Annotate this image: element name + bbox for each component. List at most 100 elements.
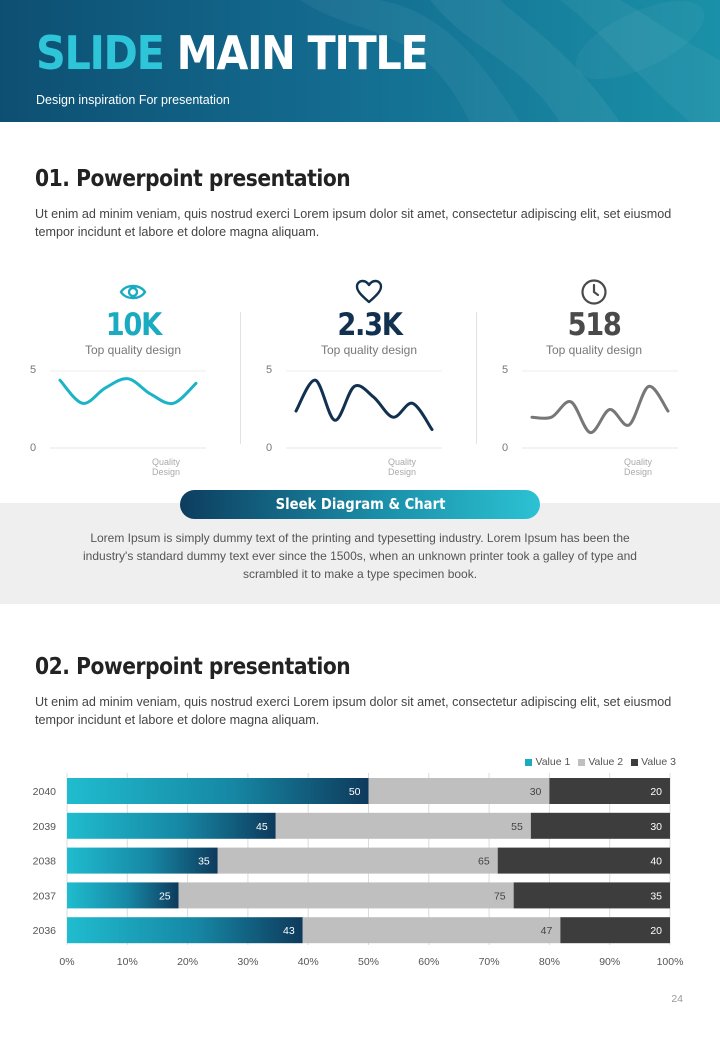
bar-segment xyxy=(302,917,561,944)
stat-label: Top quality design xyxy=(545,343,643,357)
sparkline-caption: Quality Design xyxy=(624,457,653,477)
band-pill-label: Sleek Diagram & Chart xyxy=(275,495,445,513)
stat-card-2: 2.3K Top quality design xyxy=(249,276,489,357)
sparkline-axis-max: 5 xyxy=(30,364,37,376)
sparkline-axis-min: 0 xyxy=(266,442,273,454)
legend-swatch xyxy=(631,758,639,766)
x-tick-label: 20% xyxy=(177,956,198,968)
bar-value-label: 50 xyxy=(349,786,361,798)
stat-card-1: 10K Top quality design xyxy=(13,276,253,357)
legend-item: Value 2 xyxy=(578,756,623,768)
band-pill: Sleek Diagram & Chart xyxy=(180,490,540,519)
sparkline-chart-2: 5 0 Quality Design xyxy=(266,362,446,477)
stat-label: Top quality design xyxy=(320,343,418,357)
bar-segment xyxy=(178,882,514,909)
bar-segment xyxy=(67,882,179,909)
section2-title: 02. Powerpoint presentation xyxy=(35,654,351,680)
bar-value-label: 35 xyxy=(650,890,662,902)
bar-value-label: 43 xyxy=(283,925,295,937)
sparkline-chart-3: 5 0 Quality Design xyxy=(502,362,682,477)
x-tick-label: 70% xyxy=(479,956,500,968)
bar-value-label: 45 xyxy=(256,821,268,833)
slide-subtitle: Design inspiration For presentation xyxy=(36,93,230,107)
x-tick-label: 80% xyxy=(539,956,560,968)
legend-label: Value 2 xyxy=(588,756,624,768)
x-tick-label: 100% xyxy=(657,956,684,968)
x-tick-label: 60% xyxy=(418,956,439,968)
section1-title: 01. Powerpoint presentation xyxy=(35,166,351,192)
legend-label: Value 1 xyxy=(535,756,571,768)
bar-value-label: 75 xyxy=(494,890,506,902)
chart-legend: Value 1 Value 2 Value 3 xyxy=(525,756,676,768)
bar-segment xyxy=(497,847,670,874)
info-band xyxy=(0,503,720,604)
eye-icon xyxy=(13,276,253,308)
bar-value-label: 65 xyxy=(478,856,490,868)
x-tick-label: 30% xyxy=(237,956,258,968)
bar-segment xyxy=(560,917,670,944)
bar-value-label: 30 xyxy=(530,786,542,798)
bar-segment xyxy=(217,847,498,874)
legend-item: Value 3 xyxy=(631,756,676,768)
x-tick-label: 0% xyxy=(59,956,74,968)
x-tick-label: 50% xyxy=(358,956,379,968)
bar-segment xyxy=(549,778,670,804)
bar-value-label: 47 xyxy=(541,925,553,937)
title-highlight: SLIDE xyxy=(36,26,165,80)
bar-value-label: 55 xyxy=(511,821,523,833)
bar-segment xyxy=(530,812,670,839)
sparkline-axis-max: 5 xyxy=(502,364,509,376)
sparkline-axis-min: 0 xyxy=(502,442,509,454)
header-banner: SLIDE MAIN TITLE Design inspiration For … xyxy=(0,0,720,122)
divider xyxy=(476,312,477,444)
stat-card-3: 518 Top quality design xyxy=(474,276,714,357)
y-category-label: 2036 xyxy=(33,925,57,937)
sparkline-axis-min: 0 xyxy=(30,442,37,454)
sparkline-line xyxy=(530,384,670,435)
clock-icon xyxy=(474,276,714,308)
y-category-label: 2040 xyxy=(33,786,57,798)
sparkline-line xyxy=(58,377,198,406)
y-category-label: 2038 xyxy=(33,856,57,868)
sparkline-caption: Quality Design xyxy=(388,457,417,477)
bar-value-label: 30 xyxy=(650,821,662,833)
page-number: 24 xyxy=(671,993,683,1005)
stacked-bar-chart: 0% 10% 20% 30% 40% 50% 60% 70% 80% 90% 100%2040 50 3… xyxy=(33,773,684,968)
section2-body: Ut enim ad minim veniam, quis nostrud ex… xyxy=(35,695,672,727)
sparkline-axis-max: 5 xyxy=(266,364,273,376)
bar-segment xyxy=(67,847,218,874)
legend-label: Value 3 xyxy=(641,756,676,768)
y-category-label: 2037 xyxy=(33,890,57,902)
x-tick-label: 90% xyxy=(599,956,620,968)
stat-label: Top quality design xyxy=(84,343,182,357)
y-category-label: 2039 xyxy=(33,821,57,833)
stat-value: 2.3K xyxy=(336,307,403,343)
bar-segment xyxy=(67,917,303,944)
header-leaf-pattern xyxy=(300,0,720,122)
title-main: MAIN TITLE xyxy=(176,26,429,80)
sparkline-line xyxy=(294,378,434,432)
band-text: Lorem Ipsum is simply dummy text of the … xyxy=(83,531,637,581)
x-tick-label: 40% xyxy=(298,956,319,968)
sparkline-chart-1: 5 0 Quality Design xyxy=(30,362,210,477)
legend-swatch xyxy=(578,758,586,766)
bar-value-label: 20 xyxy=(650,786,662,798)
legend-item: Value 1 xyxy=(525,756,570,768)
section1-body: Ut enim ad minim veniam, quis nostrud ex… xyxy=(35,207,672,239)
bar-segment xyxy=(67,812,276,839)
slide-title: SLIDE MAIN TITLE xyxy=(36,26,429,80)
stat-value: 10K xyxy=(105,307,161,343)
bar-segment xyxy=(513,882,670,909)
bar-value-label: 25 xyxy=(159,890,171,902)
stat-value: 518 xyxy=(567,307,622,343)
bar-value-label: 20 xyxy=(650,925,662,937)
x-tick-label: 10% xyxy=(117,956,138,968)
bar-segment xyxy=(275,812,531,839)
bar-value-label: 35 xyxy=(198,856,210,868)
bar-segment xyxy=(368,778,550,804)
bar-value-label: 40 xyxy=(650,856,662,868)
legend-swatch xyxy=(525,758,533,766)
bar-segment xyxy=(67,778,369,804)
heart-icon xyxy=(249,276,489,308)
sparkline-caption: Quality Design xyxy=(152,457,181,477)
